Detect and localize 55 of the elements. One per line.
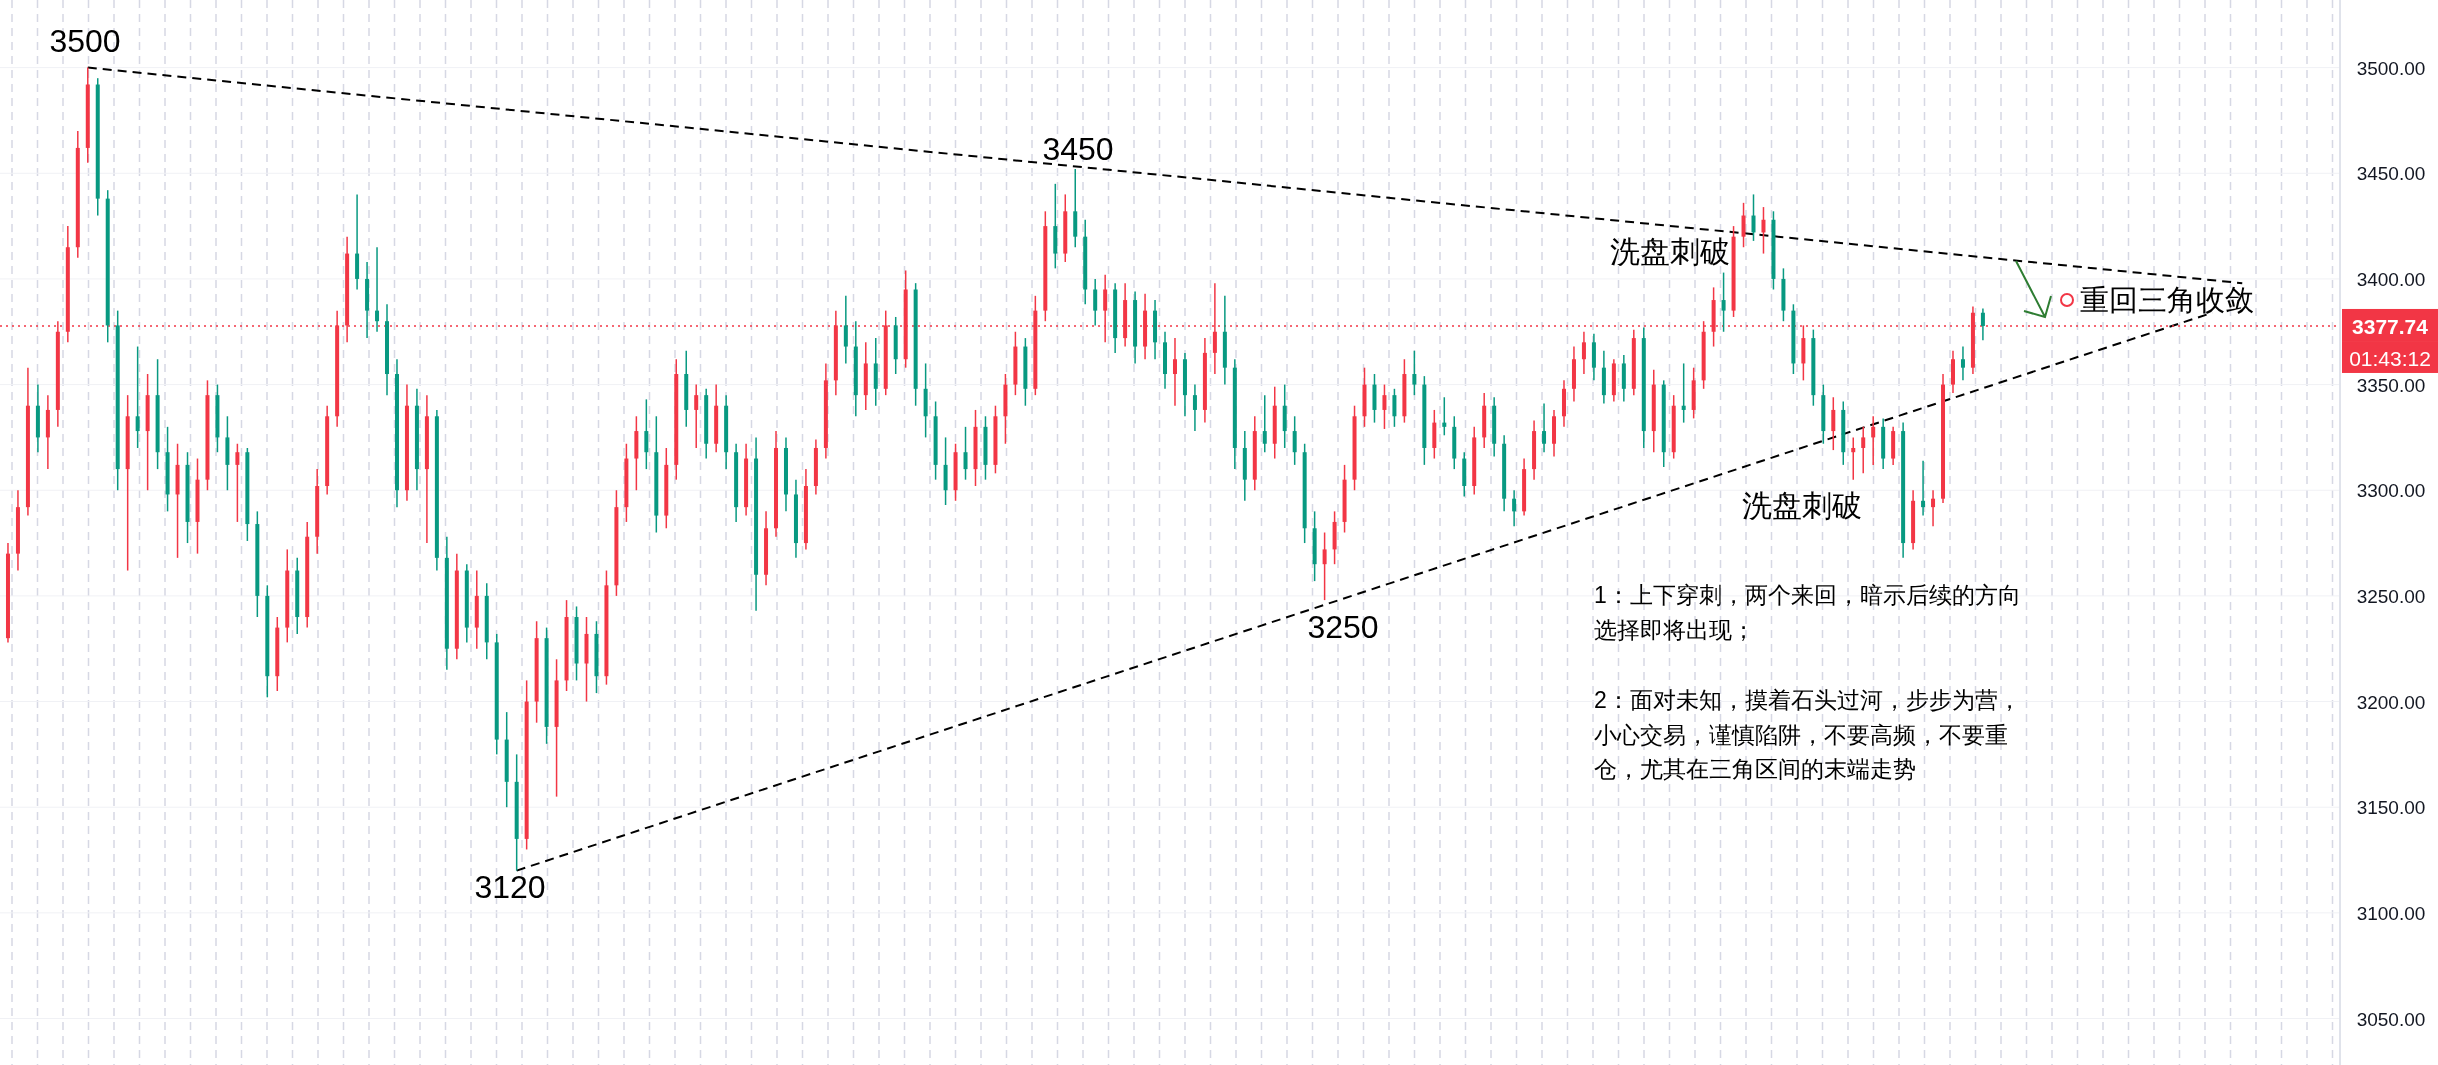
- candlestick: [1172, 337, 1177, 407]
- y-tick-label: 3150.00: [2356, 797, 2426, 819]
- candlestick: [843, 295, 848, 365]
- annotation: 3250: [1307, 609, 1379, 645]
- ref-line-label: 3377.74: [2352, 314, 2429, 338]
- candlestick: [1761, 206, 1766, 255]
- y-tick-label: 3350.00: [2356, 374, 2426, 396]
- candlestick: [1542, 402, 1547, 453]
- candlestick: [1921, 459, 1926, 517]
- candlestick: [1442, 396, 1447, 437]
- candlestick: [694, 383, 699, 449]
- candlestick: [375, 246, 380, 333]
- candlestick: [1581, 331, 1586, 375]
- annotation: 洗盘刺破: [1610, 235, 1730, 268]
- annotation: 1：上下穿刺，两个来回，暗示后续的方向选择即将出现；: [1594, 582, 2021, 643]
- candlestick: [1093, 278, 1098, 327]
- candlestick: [1741, 202, 1746, 248]
- candlestick: [1382, 383, 1387, 430]
- candlestick: [1322, 531, 1327, 601]
- candlestick: [644, 398, 649, 470]
- candlestick: [1980, 307, 1985, 341]
- candlestick: [1192, 383, 1197, 432]
- candlestick: [1392, 388, 1397, 428]
- candlestick: [1681, 362, 1686, 424]
- text: 01:43:12: [2349, 347, 2431, 370]
- annotation: 3450: [1042, 131, 1114, 167]
- candlestick: [135, 345, 140, 449]
- candlestick: [1931, 489, 1936, 527]
- candlestick: [1851, 436, 1856, 481]
- annotation: 3120: [474, 869, 546, 905]
- candlestick: [1871, 415, 1876, 466]
- candlestick: [1512, 489, 1517, 527]
- y-tick-label: 3300.00: [2356, 480, 2426, 502]
- y-tick-label: 3400.00: [2356, 268, 2426, 290]
- candlestick: [1412, 350, 1417, 396]
- candlestick: [963, 426, 968, 481]
- y-tick-label: 3500.00: [2356, 57, 2426, 79]
- candlestick: [1960, 345, 1965, 382]
- candlestick: [1292, 415, 1297, 466]
- y-tick-label: 3100.00: [2356, 902, 2426, 924]
- candlestick: [1103, 273, 1108, 344]
- candlestick: [1861, 426, 1866, 475]
- candlestick: [1831, 396, 1836, 451]
- annotation: 3500: [49, 23, 121, 59]
- candlestick: [235, 443, 240, 523]
- annotation: 洗盘刺破: [1742, 489, 1862, 522]
- y-tick-label: 3450.00: [2356, 163, 2426, 185]
- annotation: 2：面对未知，摸着石头过河，步步为营，小心交易，谨慎陷阱，不要高频，不要重仓，尤其在三角区间的末端走势: [1594, 687, 2021, 782]
- candlestick: [1751, 193, 1756, 242]
- candlestick: [1721, 271, 1726, 333]
- candlestick: [1262, 394, 1267, 453]
- y-tick-label: 3250.00: [2356, 585, 2426, 607]
- annotation: 重回三角收敛: [2080, 284, 2254, 316]
- y-tick-label: 3200.00: [2356, 691, 2426, 713]
- y-tick-label: 3050.00: [2356, 1008, 2426, 1030]
